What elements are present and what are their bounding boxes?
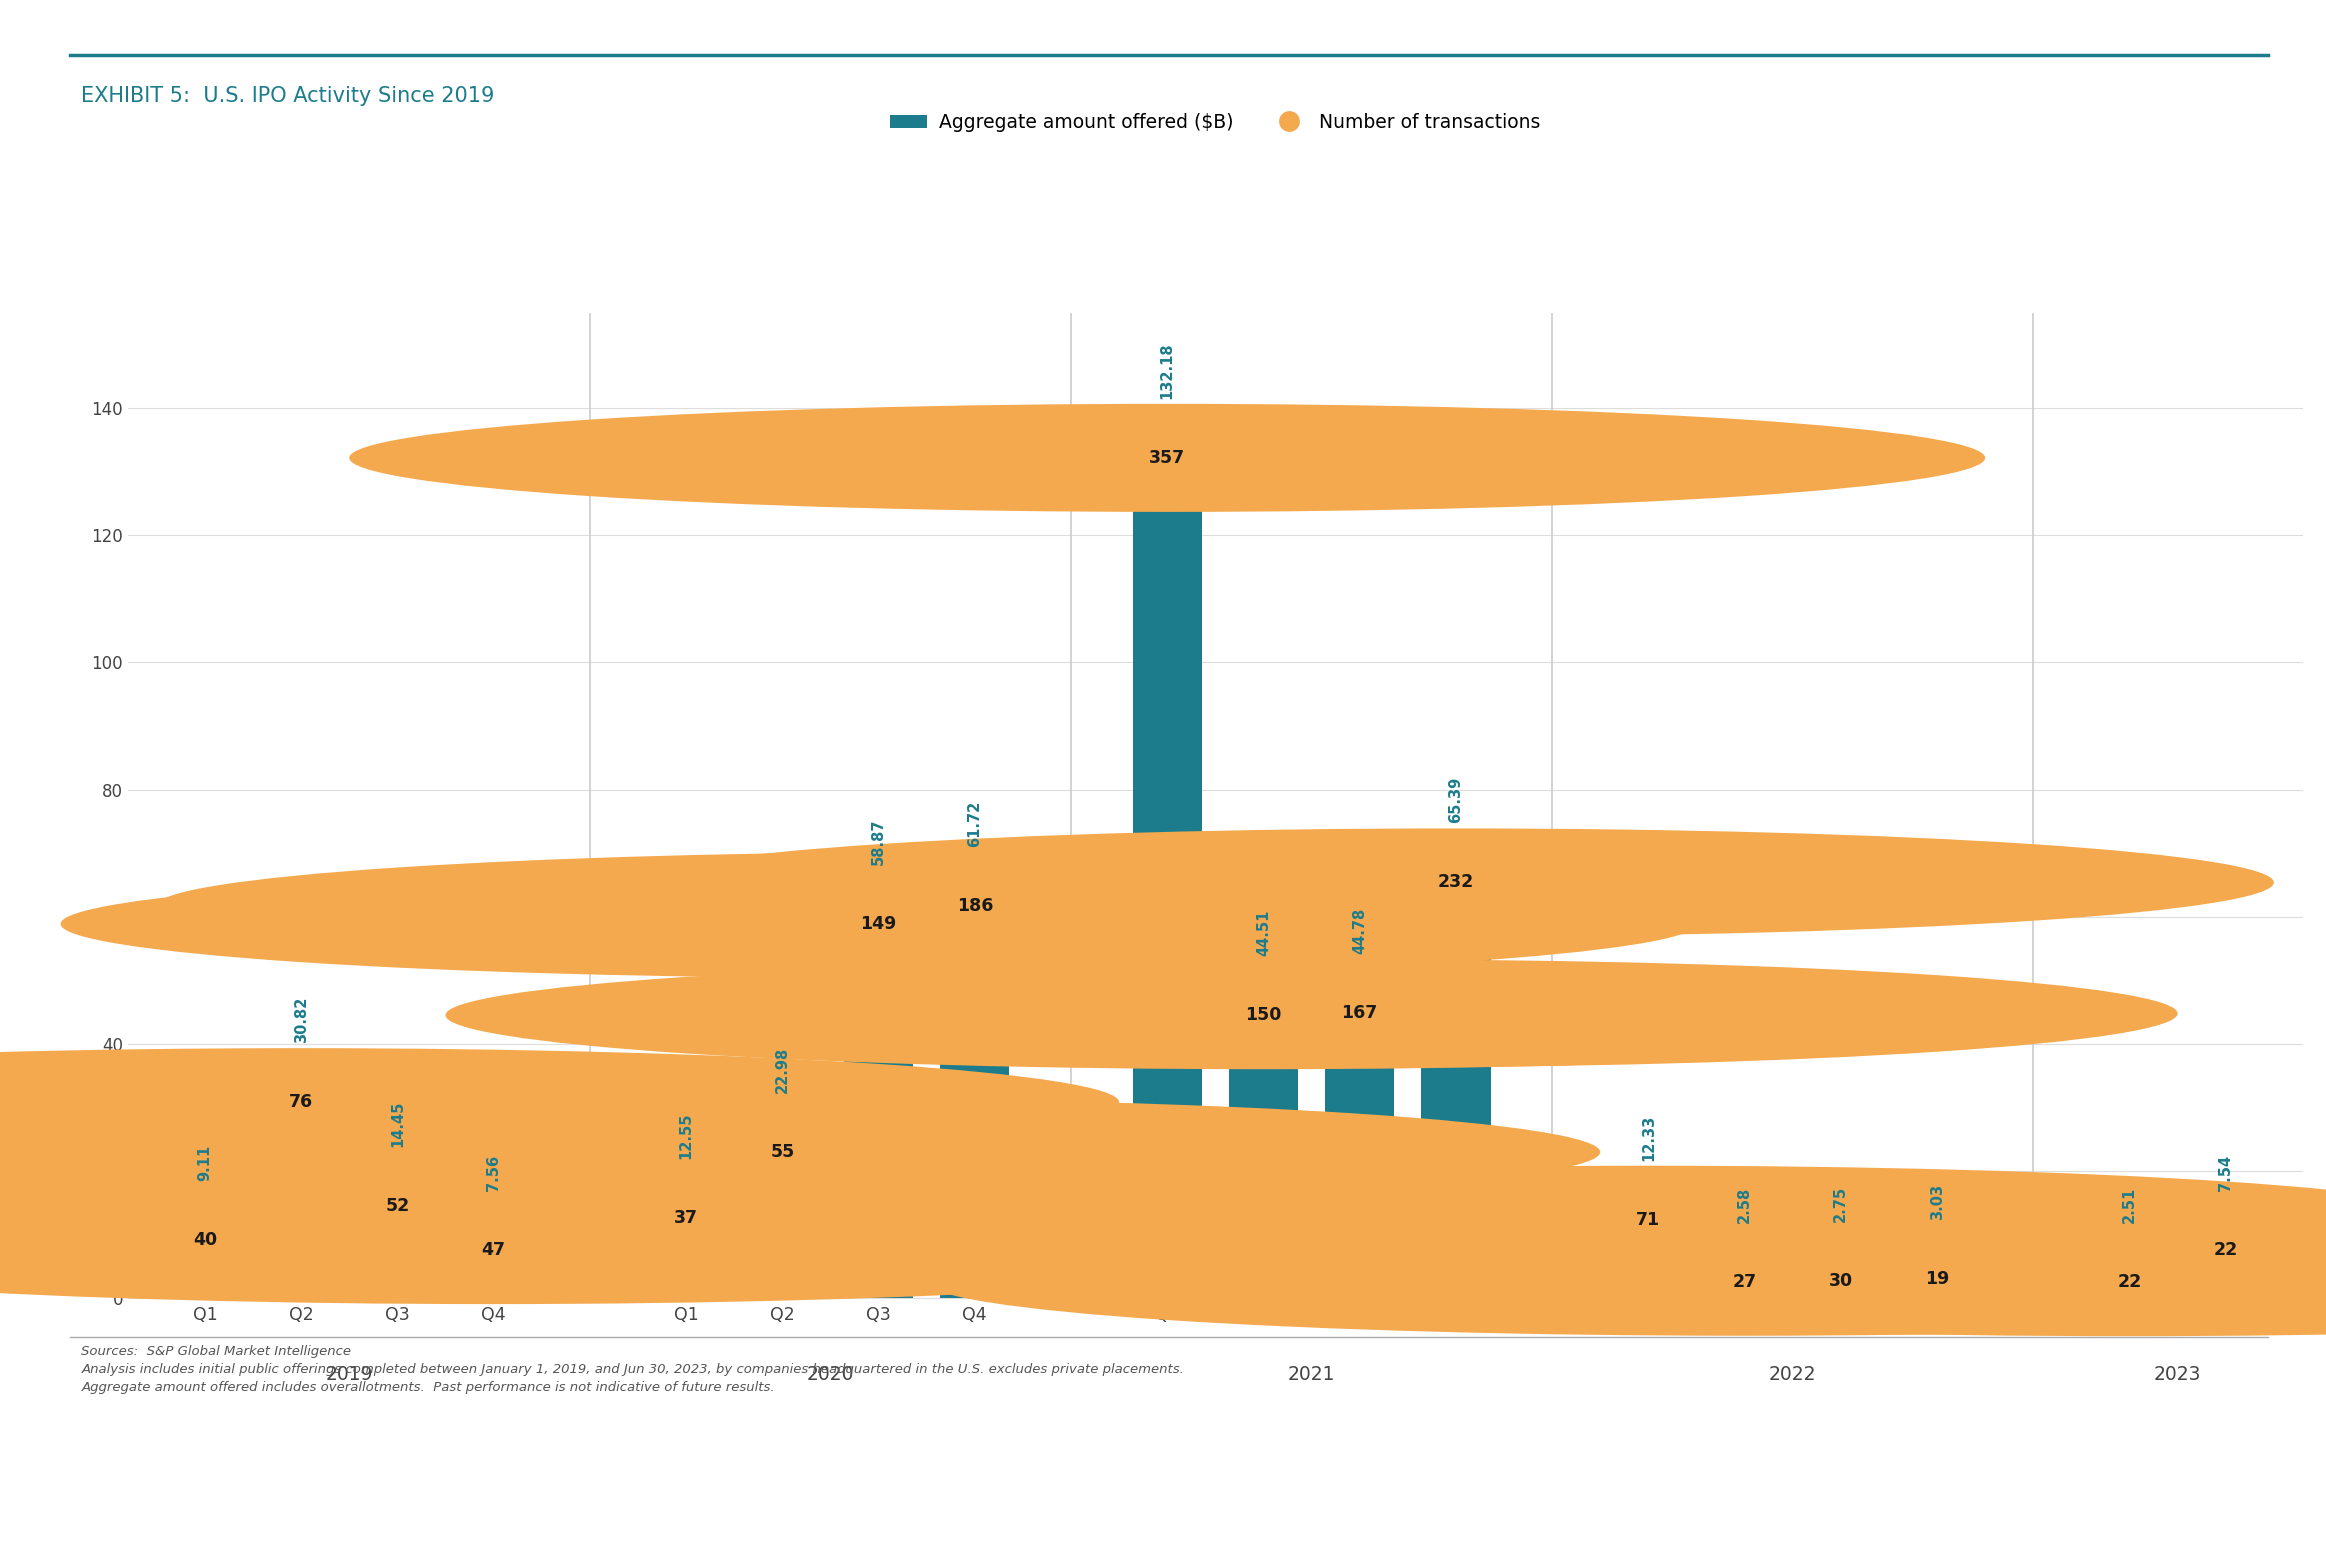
Circle shape <box>0 1196 1312 1304</box>
Circle shape <box>60 870 1696 978</box>
Text: 52: 52 <box>386 1198 409 1215</box>
Text: 22.98: 22.98 <box>775 1046 791 1093</box>
Text: 40: 40 <box>193 1231 216 1250</box>
Text: 76: 76 <box>288 1093 314 1110</box>
Text: 2021: 2021 <box>1289 1365 1335 1384</box>
Text: 65.39: 65.39 <box>1449 777 1463 823</box>
Text: 55: 55 <box>770 1143 795 1160</box>
Circle shape <box>1119 1225 2326 1333</box>
Bar <box>2191 1250 2261 1298</box>
Text: 2020: 2020 <box>807 1365 854 1384</box>
Circle shape <box>542 959 2177 1068</box>
Text: 167: 167 <box>1342 1004 1377 1023</box>
Text: 61.72: 61.72 <box>968 801 982 846</box>
Text: 7.54: 7.54 <box>2219 1154 2233 1192</box>
Text: 2.51: 2.51 <box>2121 1187 2138 1223</box>
Text: 37: 37 <box>675 1209 698 1228</box>
Bar <box>1614 1220 1684 1298</box>
Bar <box>844 924 914 1298</box>
Text: 44.51: 44.51 <box>1256 910 1270 956</box>
Text: 27: 27 <box>1733 1273 1756 1290</box>
Bar <box>2096 1282 2163 1298</box>
Legend: Aggregate amount offered ($B), Number of transactions: Aggregate amount offered ($B), Number of… <box>882 105 1549 139</box>
Bar <box>1326 1013 1393 1298</box>
Circle shape <box>926 1228 2326 1336</box>
Bar <box>363 1206 433 1298</box>
Text: 12.55: 12.55 <box>679 1112 693 1159</box>
Bar <box>1228 1015 1298 1298</box>
Text: 7.56: 7.56 <box>486 1154 500 1190</box>
Text: 2022: 2022 <box>1770 1365 1817 1384</box>
Text: 14.45: 14.45 <box>391 1101 405 1146</box>
Circle shape <box>0 1164 1505 1273</box>
Text: 2019: 2019 <box>326 1365 372 1384</box>
Bar <box>1710 1282 1779 1298</box>
Text: 44.78: 44.78 <box>1351 909 1368 954</box>
Text: 132.18: 132.18 <box>1161 343 1175 399</box>
Text: 186: 186 <box>956 896 993 915</box>
Text: 30.82: 30.82 <box>293 996 309 1043</box>
Bar <box>1807 1281 1875 1298</box>
Text: 3.03: 3.03 <box>1931 1184 1945 1220</box>
Text: 22: 22 <box>2214 1242 2238 1259</box>
Circle shape <box>0 1098 1600 1206</box>
Bar <box>747 1153 816 1298</box>
Bar <box>1903 1279 1972 1298</box>
Circle shape <box>447 962 2082 1070</box>
Bar <box>458 1250 528 1298</box>
Text: 9.11: 9.11 <box>198 1145 212 1181</box>
Circle shape <box>349 404 1984 511</box>
Text: 150: 150 <box>1244 1006 1282 1024</box>
Text: 22: 22 <box>2117 1273 2142 1292</box>
Text: 149: 149 <box>861 915 896 932</box>
Circle shape <box>1023 1226 2326 1334</box>
Text: 71: 71 <box>1635 1211 1661 1229</box>
Text: 2.75: 2.75 <box>1833 1186 1849 1221</box>
Circle shape <box>156 852 1793 960</box>
Bar <box>651 1218 721 1298</box>
Text: 58.87: 58.87 <box>870 818 886 865</box>
Text: Sources:  S&P Global Market Intelligence
Analysis includes initial public offeri: Sources: S&P Global Market Intelligence … <box>81 1345 1184 1394</box>
Bar <box>267 1103 335 1298</box>
Text: 232: 232 <box>1437 873 1475 891</box>
Bar <box>170 1240 240 1298</box>
Text: EXHIBIT 5:  U.S. IPO Activity Since 2019: EXHIBIT 5: U.S. IPO Activity Since 2019 <box>81 86 495 106</box>
Circle shape <box>1312 1228 2326 1336</box>
Circle shape <box>1407 1196 2326 1304</box>
Text: 19: 19 <box>1926 1270 1949 1287</box>
Bar <box>1133 458 1203 1298</box>
Text: 47: 47 <box>481 1242 505 1259</box>
Text: 12.33: 12.33 <box>1640 1115 1656 1160</box>
Circle shape <box>0 1048 1119 1156</box>
Text: 2023: 2023 <box>2154 1365 2200 1384</box>
Circle shape <box>0 1186 1023 1295</box>
Text: 2.58: 2.58 <box>1738 1187 1751 1223</box>
Circle shape <box>637 829 2275 937</box>
Text: 30: 30 <box>1828 1272 1854 1290</box>
Bar <box>1421 882 1491 1298</box>
Circle shape <box>830 1165 2326 1273</box>
Bar <box>940 906 1009 1298</box>
Circle shape <box>0 1153 1216 1261</box>
Text: 357: 357 <box>1149 449 1186 468</box>
